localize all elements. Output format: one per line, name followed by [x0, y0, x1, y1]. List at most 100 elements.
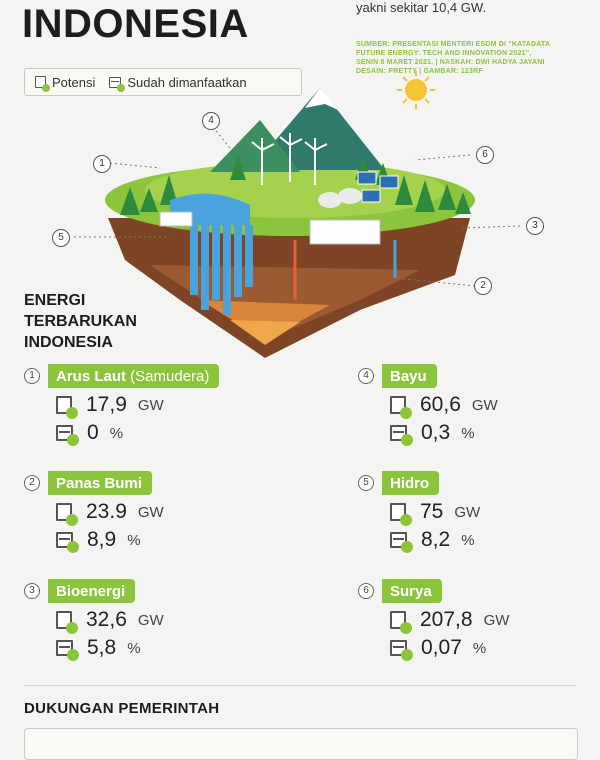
book-icon — [56, 396, 78, 419]
energy-number: 1 — [24, 368, 40, 384]
energy-arus-laut: 1 Arus Laut (Samudera) 17,9 GW 0% — [24, 364, 254, 446]
section-title: ENERGI TERBARUKAN INDONESIA — [24, 290, 194, 353]
unit-label: GW — [483, 611, 510, 629]
dukungan-title: DUKUNGAN PEMERINTAH — [24, 700, 220, 717]
legend-potensi-label: Potensi — [52, 74, 96, 90]
unit-label: GW — [454, 503, 481, 521]
source-line: FUTURE ENERGY: TECH AND INNOVATION 2021"… — [356, 50, 532, 57]
energy-number: 3 — [24, 583, 40, 599]
potensi-row: 32,6 GW — [56, 608, 254, 634]
energy-name: Panas Bumi — [48, 471, 152, 495]
legend-potensi: Potensi — [35, 74, 96, 92]
sun-icon — [397, 71, 435, 109]
source-line: SUMBER: PRESENTASI MENTERI ESDM DI "KATA… — [356, 41, 551, 48]
header-note: yakni sekitar 10,4 GW. — [356, 0, 487, 15]
potensi-row: 207,8 GW — [390, 608, 588, 634]
calendar-icon — [390, 532, 413, 553]
legend-dimanfaatkan: Sudah dimanfaatkan — [109, 74, 247, 92]
source-credits: SUMBER: PRESENTASI MENTERI ESDM DI "KATA… — [356, 40, 596, 76]
percent-label: % — [109, 424, 124, 442]
energy-panas-bumi: 2 Panas Bumi 23.9 GW 8,9% — [24, 471, 254, 553]
energy-name: Surya — [382, 579, 442, 603]
potensi-row: 60,6 GW — [390, 393, 588, 419]
energy-name: Arus Laut (Samudera) — [48, 364, 220, 388]
marker-1: 1 — [93, 155, 111, 173]
calendar-icon — [109, 76, 126, 92]
percent-label: % — [461, 531, 475, 549]
marker-5: 5 — [52, 229, 70, 247]
book-icon — [56, 503, 78, 526]
section-title-line: INDONESIA — [24, 334, 113, 351]
unit-label: GW — [137, 503, 164, 521]
potensi-value: 23.9 — [86, 500, 127, 523]
usage-value: 0,3 — [421, 421, 451, 444]
usage-row: 0,3% — [390, 421, 588, 446]
marker-4: 4 — [202, 112, 220, 130]
section-title-line: ENERGI — [24, 292, 86, 309]
waterfall — [190, 225, 253, 315]
usage-value: 8,9 — [87, 528, 117, 551]
energy-bioenergi: 3 Bioenergi 32,6 GW 5,8% — [24, 579, 254, 661]
usage-row: 0% — [56, 421, 254, 446]
divider — [24, 685, 576, 686]
calendar-icon — [390, 640, 413, 661]
energy-name: Hidro — [382, 471, 440, 495]
energy-number: 2 — [24, 475, 40, 491]
book-icon — [390, 503, 412, 526]
energy-bayu: 4 Bayu 60,6 GW 0,3% — [358, 364, 588, 446]
calendar-icon — [56, 532, 79, 553]
potensi-value: 75 — [420, 500, 444, 523]
book-icon — [390, 611, 412, 634]
usage-row: 0,07% — [390, 636, 588, 661]
legend: Potensi Sudah dimanfaatkan — [24, 68, 302, 96]
usage-value: 0 — [87, 421, 99, 444]
marker-3: 3 — [526, 217, 544, 235]
unit-label: GW — [137, 611, 164, 629]
usage-value: 8,2 — [421, 528, 451, 551]
potensi-row: 75 GW — [390, 500, 588, 526]
usage-row: 5,8% — [56, 636, 254, 661]
energy-hidro: 5 Hidro 75 GW 8,2% — [358, 471, 588, 553]
book-icon — [56, 611, 78, 634]
potensi-row: 17,9 GW — [56, 393, 254, 419]
source-line: SENIN 8 MARET 2021. | NASKAH: DWI HADYA … — [356, 59, 545, 66]
energy-name: Bioenergi — [48, 579, 136, 603]
leader-lines — [74, 126, 521, 287]
page-title: INDONESIA — [22, 2, 249, 46]
potensi-value: 32,6 — [86, 608, 127, 631]
legend-dimanfaatkan-label: Sudah dimanfaatkan — [127, 74, 247, 90]
calendar-icon — [390, 425, 413, 446]
usage-row: 8,9% — [56, 528, 254, 553]
calendar-icon — [56, 425, 79, 446]
potensi-value: 17,9 — [86, 393, 127, 416]
potensi-value: 60,6 — [420, 393, 461, 416]
solar-panels — [357, 171, 399, 203]
book-icon — [35, 76, 50, 92]
marker-2: 2 — [474, 277, 492, 295]
usage-row: 8,2% — [390, 528, 588, 553]
section-title-line: TERBARUKAN — [24, 313, 137, 330]
percent-label: % — [127, 531, 141, 549]
percent-label: % — [127, 639, 141, 657]
unit-label: GW — [471, 396, 498, 414]
geothermal-plant — [309, 219, 381, 245]
dukungan-panel — [24, 728, 578, 760]
calendar-icon — [56, 640, 79, 661]
percent-label: % — [461, 424, 475, 442]
energy-number: 6 — [358, 583, 374, 599]
floating-island-illustration — [74, 71, 521, 358]
source-line: DESAIN: PRETTY | GAMBAR: 123RF — [356, 68, 483, 75]
potensi-row: 23.9 GW — [56, 500, 254, 526]
header-info: yakni sekitar 10,4 GW. SUMBER: PRESENTAS… — [356, 0, 596, 76]
energy-number: 4 — [358, 368, 374, 384]
wind-turbines — [251, 133, 328, 185]
usage-value: 0,07 — [421, 636, 462, 659]
percent-label: % — [472, 639, 487, 657]
unit-label: GW — [137, 396, 164, 414]
usage-value: 5,8 — [87, 636, 117, 659]
energy-number: 5 — [358, 475, 374, 491]
energy-name: Bayu — [382, 364, 437, 388]
energy-surya: 6 Surya 207,8 GW 0,07% — [358, 579, 588, 661]
potensi-value: 207,8 — [420, 608, 473, 631]
mountain — [250, 88, 385, 170]
